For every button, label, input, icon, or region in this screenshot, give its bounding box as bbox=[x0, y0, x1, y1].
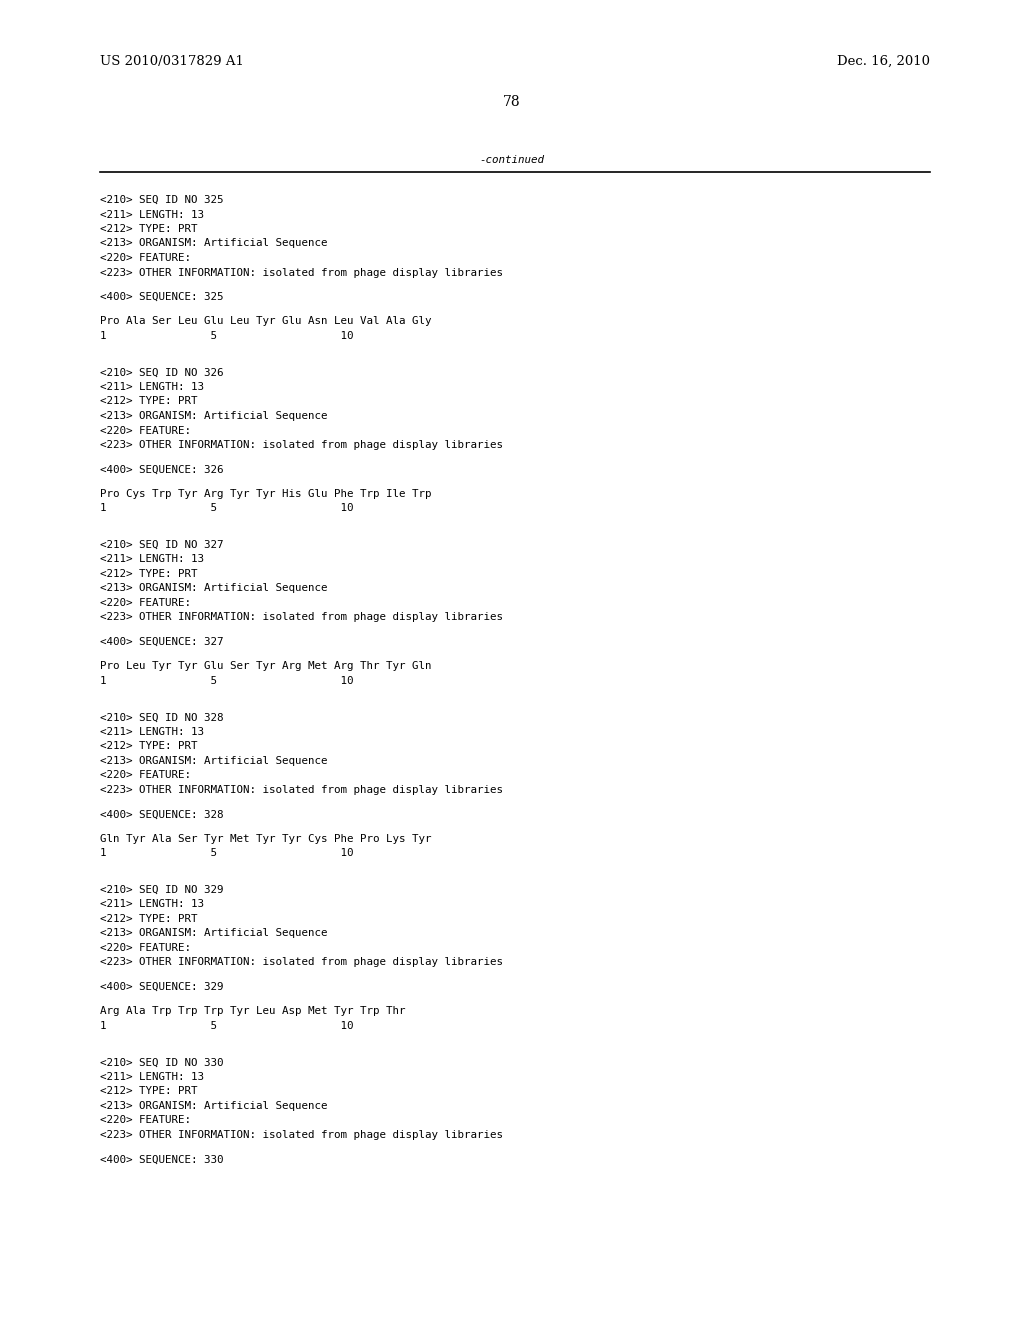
Text: <223> OTHER INFORMATION: isolated from phage display libraries: <223> OTHER INFORMATION: isolated from p… bbox=[100, 612, 503, 623]
Text: Arg Ala Trp Trp Trp Tyr Leu Asp Met Tyr Trp Thr: Arg Ala Trp Trp Trp Tyr Leu Asp Met Tyr … bbox=[100, 1006, 406, 1016]
Text: <210> SEQ ID NO 329: <210> SEQ ID NO 329 bbox=[100, 884, 223, 895]
Text: 1                5                   10: 1 5 10 bbox=[100, 1020, 353, 1031]
Text: <210> SEQ ID NO 328: <210> SEQ ID NO 328 bbox=[100, 713, 223, 722]
Text: <400> SEQUENCE: 330: <400> SEQUENCE: 330 bbox=[100, 1155, 223, 1164]
Text: Gln Tyr Ala Ser Tyr Met Tyr Tyr Cys Phe Pro Lys Tyr: Gln Tyr Ala Ser Tyr Met Tyr Tyr Cys Phe … bbox=[100, 834, 431, 843]
Text: <220> FEATURE:: <220> FEATURE: bbox=[100, 425, 191, 436]
Text: <210> SEQ ID NO 330: <210> SEQ ID NO 330 bbox=[100, 1057, 223, 1068]
Text: <211> LENGTH: 13: <211> LENGTH: 13 bbox=[100, 554, 204, 565]
Text: <223> OTHER INFORMATION: isolated from phage display libraries: <223> OTHER INFORMATION: isolated from p… bbox=[100, 1130, 503, 1140]
Text: <400> SEQUENCE: 325: <400> SEQUENCE: 325 bbox=[100, 292, 223, 302]
Text: <213> ORGANISM: Artificial Sequence: <213> ORGANISM: Artificial Sequence bbox=[100, 411, 328, 421]
Text: <212> TYPE: PRT: <212> TYPE: PRT bbox=[100, 1086, 198, 1097]
Text: Dec. 16, 2010: Dec. 16, 2010 bbox=[837, 55, 930, 69]
Text: <212> TYPE: PRT: <212> TYPE: PRT bbox=[100, 913, 198, 924]
Text: US 2010/0317829 A1: US 2010/0317829 A1 bbox=[100, 55, 244, 69]
Text: 1                5                   10: 1 5 10 bbox=[100, 849, 353, 858]
Text: <213> ORGANISM: Artificial Sequence: <213> ORGANISM: Artificial Sequence bbox=[100, 239, 328, 248]
Text: 1                5                   10: 1 5 10 bbox=[100, 503, 353, 513]
Text: <220> FEATURE:: <220> FEATURE: bbox=[100, 771, 191, 780]
Text: <223> OTHER INFORMATION: isolated from phage display libraries: <223> OTHER INFORMATION: isolated from p… bbox=[100, 268, 503, 277]
Text: <223> OTHER INFORMATION: isolated from phage display libraries: <223> OTHER INFORMATION: isolated from p… bbox=[100, 785, 503, 795]
Text: -continued: -continued bbox=[479, 154, 545, 165]
Text: <212> TYPE: PRT: <212> TYPE: PRT bbox=[100, 224, 198, 234]
Text: <211> LENGTH: 13: <211> LENGTH: 13 bbox=[100, 899, 204, 909]
Text: <212> TYPE: PRT: <212> TYPE: PRT bbox=[100, 396, 198, 407]
Text: <400> SEQUENCE: 328: <400> SEQUENCE: 328 bbox=[100, 809, 223, 820]
Text: <213> ORGANISM: Artificial Sequence: <213> ORGANISM: Artificial Sequence bbox=[100, 1101, 328, 1111]
Text: <223> OTHER INFORMATION: isolated from phage display libraries: <223> OTHER INFORMATION: isolated from p… bbox=[100, 440, 503, 450]
Text: <220> FEATURE:: <220> FEATURE: bbox=[100, 942, 191, 953]
Text: <220> FEATURE:: <220> FEATURE: bbox=[100, 253, 191, 263]
Text: <212> TYPE: PRT: <212> TYPE: PRT bbox=[100, 742, 198, 751]
Text: <213> ORGANISM: Artificial Sequence: <213> ORGANISM: Artificial Sequence bbox=[100, 756, 328, 766]
Text: <211> LENGTH: 13: <211> LENGTH: 13 bbox=[100, 1072, 204, 1082]
Text: <400> SEQUENCE: 329: <400> SEQUENCE: 329 bbox=[100, 982, 223, 993]
Text: <211> LENGTH: 13: <211> LENGTH: 13 bbox=[100, 727, 204, 737]
Text: <213> ORGANISM: Artificial Sequence: <213> ORGANISM: Artificial Sequence bbox=[100, 583, 328, 594]
Text: <212> TYPE: PRT: <212> TYPE: PRT bbox=[100, 569, 198, 579]
Text: <213> ORGANISM: Artificial Sequence: <213> ORGANISM: Artificial Sequence bbox=[100, 928, 328, 939]
Text: <223> OTHER INFORMATION: isolated from phage display libraries: <223> OTHER INFORMATION: isolated from p… bbox=[100, 957, 503, 968]
Text: 1                5                   10: 1 5 10 bbox=[100, 331, 353, 341]
Text: 78: 78 bbox=[503, 95, 521, 110]
Text: Pro Ala Ser Leu Glu Leu Tyr Glu Asn Leu Val Ala Gly: Pro Ala Ser Leu Glu Leu Tyr Glu Asn Leu … bbox=[100, 317, 431, 326]
Text: <210> SEQ ID NO 325: <210> SEQ ID NO 325 bbox=[100, 195, 223, 205]
Text: <211> LENGTH: 13: <211> LENGTH: 13 bbox=[100, 381, 204, 392]
Text: Pro Cys Trp Tyr Arg Tyr Tyr His Glu Phe Trp Ile Trp: Pro Cys Trp Tyr Arg Tyr Tyr His Glu Phe … bbox=[100, 488, 431, 499]
Text: <210> SEQ ID NO 326: <210> SEQ ID NO 326 bbox=[100, 367, 223, 378]
Text: <400> SEQUENCE: 327: <400> SEQUENCE: 327 bbox=[100, 638, 223, 647]
Text: <220> FEATURE:: <220> FEATURE: bbox=[100, 598, 191, 609]
Text: <400> SEQUENCE: 326: <400> SEQUENCE: 326 bbox=[100, 465, 223, 474]
Text: <220> FEATURE:: <220> FEATURE: bbox=[100, 1115, 191, 1126]
Text: Pro Leu Tyr Tyr Glu Ser Tyr Arg Met Arg Thr Tyr Gln: Pro Leu Tyr Tyr Glu Ser Tyr Arg Met Arg … bbox=[100, 661, 431, 672]
Text: 1                5                   10: 1 5 10 bbox=[100, 676, 353, 686]
Text: <210> SEQ ID NO 327: <210> SEQ ID NO 327 bbox=[100, 540, 223, 550]
Text: <211> LENGTH: 13: <211> LENGTH: 13 bbox=[100, 210, 204, 219]
